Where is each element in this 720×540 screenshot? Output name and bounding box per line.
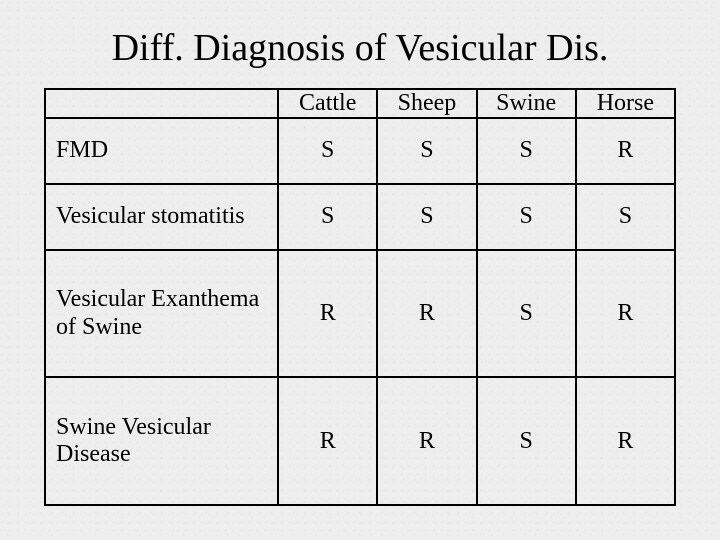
table-header: Cattle (278, 89, 377, 118)
table-cell: S (377, 184, 476, 250)
table-cell: R (377, 377, 476, 505)
table-header: Swine (477, 89, 576, 118)
row-label: Vesicular Exanthema of Swine (45, 250, 278, 378)
table-cell: R (576, 118, 675, 184)
table-row: Vesicular stomatitis S S S S (45, 184, 675, 250)
table-cell: R (576, 250, 675, 378)
diagnosis-table-wrap: Cattle Sheep Swine Horse FMD S S S R Ves… (44, 88, 676, 506)
table-cell: R (278, 250, 377, 378)
table-cell: S (576, 184, 675, 250)
table-header: Horse (576, 89, 675, 118)
table-cell: R (377, 250, 476, 378)
table-cell: R (576, 377, 675, 505)
row-label: Vesicular stomatitis (45, 184, 278, 250)
row-label: FMD (45, 118, 278, 184)
table-cell: R (278, 377, 377, 505)
table-cell: S (477, 184, 576, 250)
table-cell: S (477, 118, 576, 184)
table-row: FMD S S S R (45, 118, 675, 184)
table-row: Vesicular Exanthema of Swine R R S R (45, 250, 675, 378)
table-cell: S (278, 184, 377, 250)
table-row: Swine Vesicular Disease R R S R (45, 377, 675, 505)
table-cell: S (278, 118, 377, 184)
table-cell: S (377, 118, 476, 184)
row-label: Swine Vesicular Disease (45, 377, 278, 505)
table-header-blank (45, 89, 278, 118)
page-title: Diff. Diagnosis of Vesicular Dis. (44, 26, 676, 70)
diagnosis-table: Cattle Sheep Swine Horse FMD S S S R Ves… (44, 88, 676, 506)
table-cell: S (477, 377, 576, 505)
table-cell: S (477, 250, 576, 378)
table-header-row: Cattle Sheep Swine Horse (45, 89, 675, 118)
table-header: Sheep (377, 89, 476, 118)
